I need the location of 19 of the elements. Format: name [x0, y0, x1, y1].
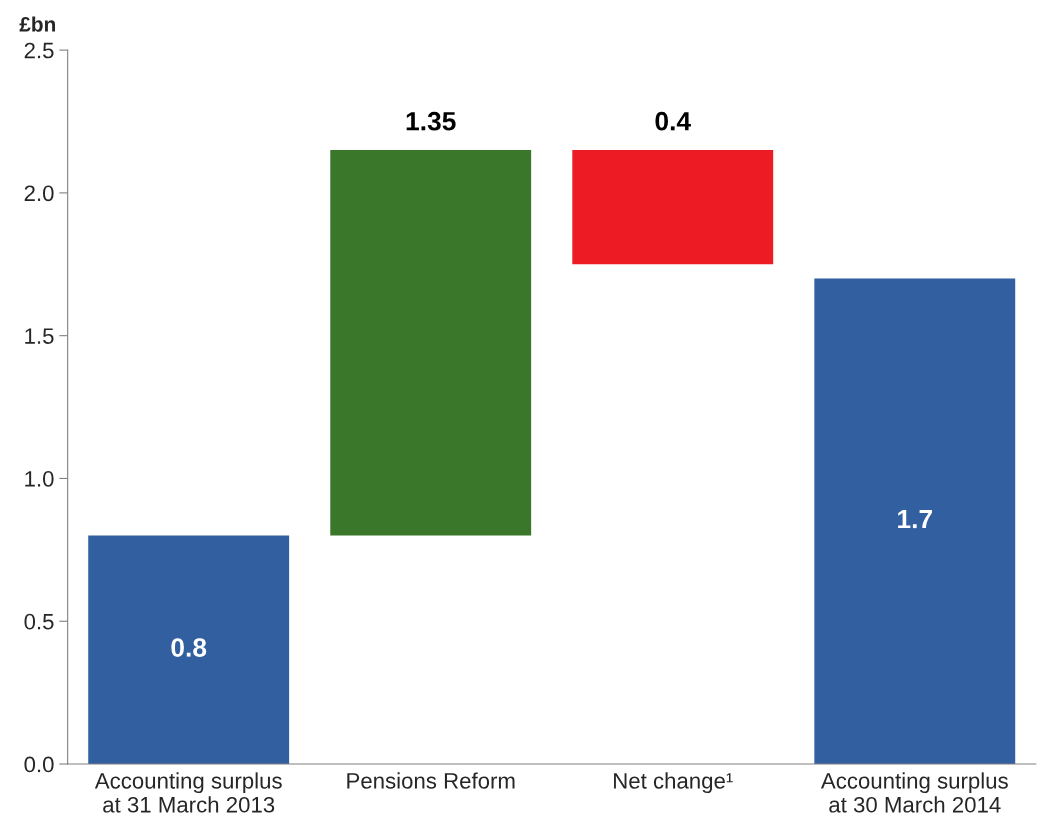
y-axis-title: £bn [19, 16, 56, 32]
x-tick-label: Accounting surplus at 31 March 2013 [94, 772, 282, 813]
y-tick-label: 2.5 [24, 42, 54, 59]
x-tick-label: Net change¹ [614, 772, 733, 794]
data-label: 0.8 [171, 638, 207, 657]
data-label: 1.35 [406, 111, 456, 131]
data-label: 0.4 [655, 111, 691, 131]
x-tick-label: Accounting surplus at 30 March 2014 [820, 772, 1008, 813]
y-tick-label: 1.0 [25, 470, 54, 487]
data-label: 1.7 [898, 509, 932, 529]
y-tick-label: 1.5 [25, 328, 54, 344]
bar [572, 150, 774, 265]
x-tick-label: Pensions Reform [347, 772, 515, 789]
bar [814, 278, 1016, 765]
y-tick-label: 0.5 [24, 613, 54, 630]
y-tick-label: 2.0 [24, 185, 54, 202]
y-tick-label: 0.0 [24, 756, 54, 773]
bar [330, 150, 532, 536]
bar [88, 535, 290, 765]
